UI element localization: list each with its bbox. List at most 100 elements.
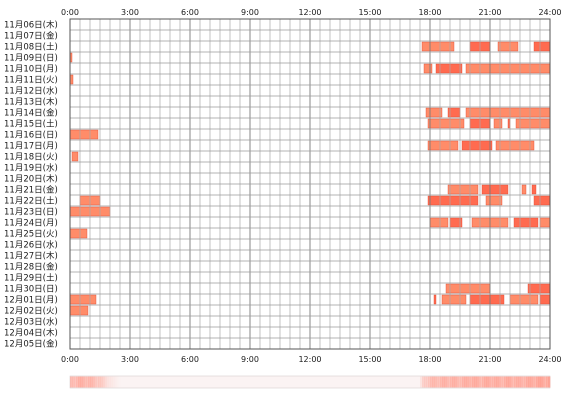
summary-strip-segment (110, 376, 113, 388)
summary-strip-segment (100, 376, 103, 388)
summary-strip-segment (72, 376, 75, 388)
day-label: 11月10日(月) (4, 65, 58, 75)
day-label: 12月01日(月) (4, 296, 58, 306)
x-tick-label: 18:00 (418, 355, 441, 364)
activity-bar (531, 184, 537, 195)
summary-strip-segment (98, 376, 101, 388)
day-label: 11月09日(日) (4, 54, 58, 64)
day-label: 11月22日(土) (4, 196, 58, 207)
summary-strip-segment (80, 376, 83, 388)
summary-strip-segment (76, 376, 79, 388)
summary-strip-segment (70, 376, 73, 388)
activity-bar (429, 217, 449, 228)
summary-strip-segment (500, 376, 503, 388)
day-label: 11月14日(金) (4, 108, 58, 119)
activity-bar (509, 294, 539, 305)
day-label: 12月05日(金) (4, 339, 58, 350)
summary-strip-segment (116, 377, 118, 388)
summary-strip-segment (420, 376, 423, 388)
x-tick-label: 3:00 (121, 8, 139, 17)
activity-bar (465, 63, 551, 74)
activity-bar (521, 184, 527, 195)
summary-strip-segment (466, 376, 469, 388)
activity-bar (427, 195, 479, 206)
activity-bar (69, 305, 89, 316)
activity-bar (425, 107, 443, 118)
activity-bar (469, 294, 505, 305)
day-label: 11月06日(木) (4, 20, 58, 31)
x-tick-label: 12:00 (298, 355, 321, 364)
day-label: 11月30日(日) (4, 285, 58, 295)
summary-strip-segment (94, 376, 97, 388)
summary-strip-segment (82, 376, 85, 388)
x-tick-label: 15:00 (358, 355, 381, 364)
summary-strip-segment (504, 376, 507, 388)
summary-strip-segment (542, 376, 545, 388)
summary-strip-segment (526, 376, 529, 388)
top-hour-axis: 0:00 3:00 6:00 9:00 12:00 15:00 18:00 21:00 24:0… (61, 8, 562, 17)
activity-bar (539, 217, 551, 228)
x-tick-label: 15:00 (358, 8, 381, 17)
activity-bar (433, 294, 437, 305)
day-label: 11月13日(木) (4, 97, 58, 108)
summary-strip-segment (112, 376, 115, 388)
day-label: 12月03日(水) (4, 317, 58, 328)
summary-strip-segment (490, 376, 493, 388)
summary-strip-segment (510, 376, 513, 388)
x-tick-label: 24:00 (538, 355, 561, 364)
summary-strip-segment (496, 376, 499, 388)
day-label: 11月28日(金) (4, 262, 58, 273)
summary-density-strip (69, 375, 551, 389)
day-label: 11月20日(木) (4, 174, 58, 185)
summary-strip-segment (96, 376, 99, 388)
activity-bar (69, 129, 99, 140)
day-label: 11月25日(火) (4, 230, 58, 240)
summary-strip-segment (88, 376, 91, 388)
summary-strip-segment (434, 376, 437, 388)
summary-strip-segment (424, 376, 427, 388)
summary-strip-segment (482, 376, 485, 388)
activity-bar (427, 118, 465, 129)
day-label: 12月02日(火) (4, 307, 58, 317)
summary-strip-segment (452, 376, 455, 388)
x-tick-label: 0:00 (61, 8, 79, 17)
summary-strip-segment (486, 376, 489, 388)
summary-strip-segment (516, 376, 519, 388)
day-label: 11月11日(火) (4, 76, 58, 86)
x-tick-label: 24:00 (538, 8, 561, 17)
grid-lines (69, 18, 551, 350)
summary-strip-segment (86, 376, 89, 388)
summary-strip-segment (474, 376, 477, 388)
activity-bar (421, 41, 455, 52)
summary-strip-segment (436, 376, 439, 388)
summary-strip-segment (440, 376, 443, 388)
activity-bar (497, 41, 519, 52)
summary-strip-segment (546, 376, 549, 388)
summary-strip-segment (498, 376, 501, 388)
summary-strip-segment (444, 376, 447, 388)
summary-strip-segment (472, 376, 475, 388)
summary-strip-segment (422, 376, 425, 388)
day-label: 11月16日(日) (4, 131, 58, 141)
summary-strip-segment (484, 376, 487, 388)
x-tick-label: 9:00 (241, 8, 259, 17)
summary-strip-segment (450, 376, 453, 388)
summary-strip-segment (506, 376, 509, 388)
summary-strip-segment (540, 376, 543, 388)
summary-strip-segment (442, 376, 445, 388)
summary-strip-segment (534, 376, 537, 388)
summary-strip-segment (522, 376, 525, 388)
activity-bar (539, 294, 551, 305)
day-label: 11月19日(水) (4, 163, 58, 174)
summary-strip-segment (492, 376, 495, 388)
summary-strip-segment (92, 376, 95, 388)
bottom-hour-axis: 0:00 3:00 6:00 9:00 12:00 15:00 18:00 21:00 24:0… (61, 355, 562, 364)
x-tick-label: 12:00 (298, 8, 321, 17)
summary-strip-segment (468, 376, 471, 388)
activity-bar (435, 63, 463, 74)
activity-bar (461, 140, 493, 151)
day-label-column: 11月06日(木)11月07日(金)11月08日(土)11月09日(日)11月1… (4, 20, 58, 350)
activity-bar (515, 118, 551, 129)
summary-strip-segment (108, 376, 111, 388)
summary-strip-segment (476, 376, 479, 388)
